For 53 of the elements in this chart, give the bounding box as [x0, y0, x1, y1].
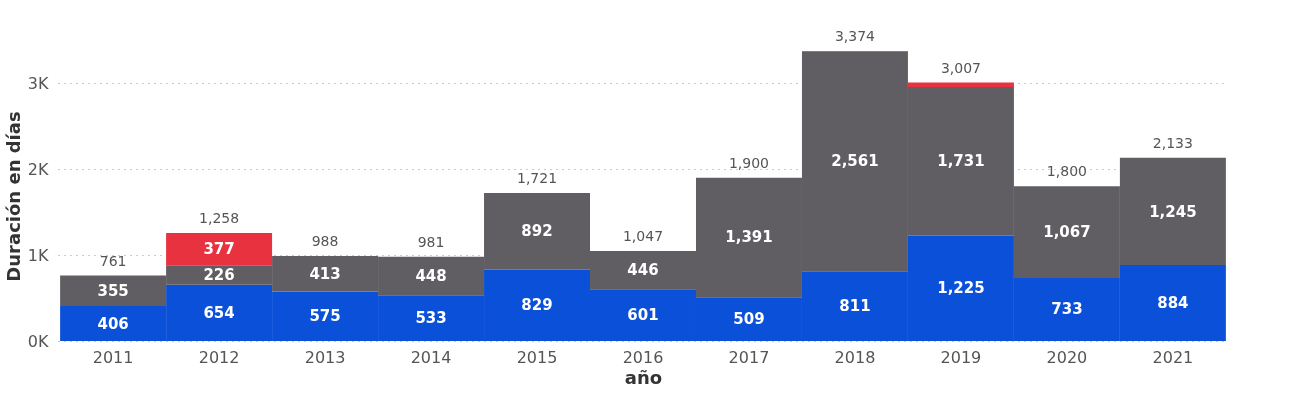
data-label: 829: [521, 296, 553, 315]
x-tick-label: 2011: [92, 347, 134, 367]
y-tick-label: 1K: [27, 245, 50, 265]
x-tick-label: 2015: [516, 347, 558, 367]
total-label: 1,258: [199, 209, 240, 226]
total-label: 1,047: [622, 228, 664, 245]
total-label: 3,007: [940, 59, 981, 76]
data-label: 406: [97, 314, 129, 333]
bar: [907, 82, 1014, 87]
data-label: 654: [203, 303, 235, 322]
data-label: 448: [415, 266, 447, 285]
total-label: 981: [417, 233, 445, 250]
x-axis-title: año: [624, 366, 663, 388]
total-label: 1,800: [1046, 163, 1087, 180]
x-tick-label: 2019: [940, 347, 982, 367]
data-label: 509: [733, 310, 765, 329]
data-label: 377: [203, 240, 235, 259]
data-label: 1,067: [1043, 223, 1091, 242]
total-label: 761: [99, 252, 127, 269]
data-label: 1,731: [937, 152, 985, 171]
x-tick-label: 2020: [1046, 347, 1088, 367]
data-label: 1,245: [1149, 202, 1197, 221]
data-label: 1,391: [725, 228, 773, 247]
y-tick-label: 3K: [27, 73, 50, 93]
x-tick-label: 2018: [834, 347, 876, 367]
x-tick-label: 2012: [198, 347, 240, 367]
data-label: 892: [521, 222, 553, 241]
y-tick-label: 0K: [27, 331, 50, 351]
data-label: 811: [839, 297, 871, 316]
total-label: 3,374: [834, 28, 876, 44]
total-label: 1,721: [516, 170, 558, 187]
data-label: 413: [309, 264, 341, 283]
data-label: 226: [203, 266, 235, 285]
data-label: 533: [415, 309, 447, 328]
data-label: 884: [1157, 294, 1189, 313]
x-tick-label: 2021: [1152, 347, 1194, 367]
x-tick-label: 2013: [304, 347, 346, 367]
data-label: 355: [97, 281, 129, 300]
data-label: 601: [627, 306, 659, 325]
bar: [166, 232, 273, 266]
total-label: 988: [311, 233, 339, 250]
x-tick-label: 2014: [410, 347, 452, 367]
y-axis-title: Duración en días: [2, 111, 24, 282]
data-label: 575: [309, 307, 341, 326]
data-label: 2,561: [831, 152, 879, 171]
total-label: 2,133: [1152, 134, 1193, 151]
data-label: 1,225: [937, 279, 985, 298]
total-label: 1,900: [728, 154, 770, 171]
data-label: 446: [627, 261, 659, 280]
data-label: 733: [1051, 300, 1083, 319]
x-tick-label: 2016: [622, 347, 664, 367]
y-tick-label: 2K: [27, 159, 50, 179]
x-tick-label: 2017: [728, 347, 770, 367]
